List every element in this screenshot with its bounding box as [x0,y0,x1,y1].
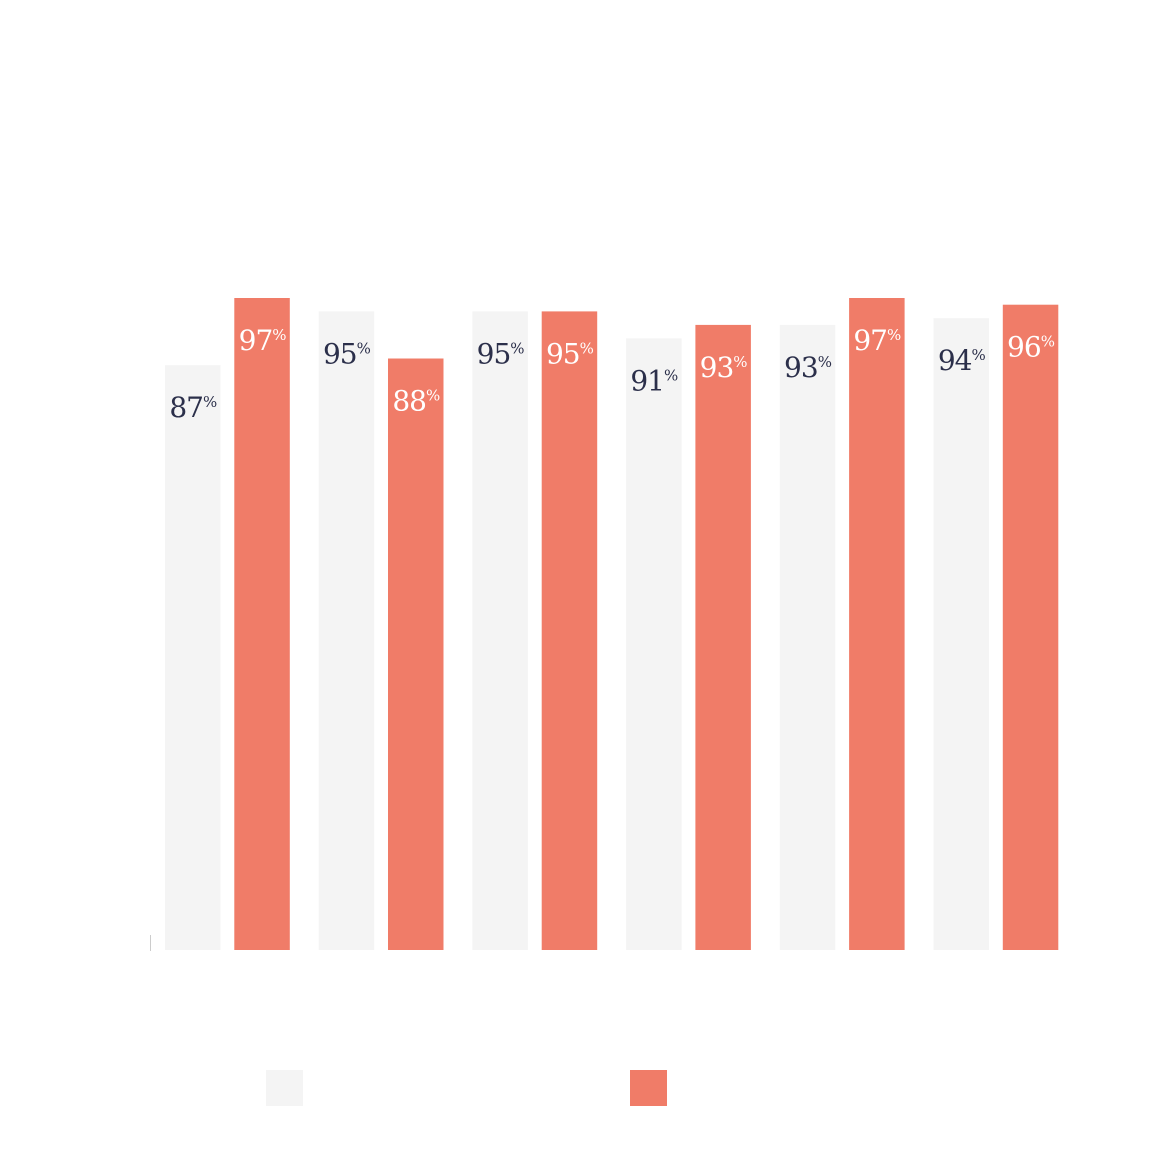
bar-series1-group3 [472,311,528,950]
value-label-series1-group4: 91% [630,364,678,397]
value-label-series2-group2: 88% [392,385,440,418]
bar-series2-group4 [695,324,751,950]
value-label-series1-group6: 94% [938,344,986,377]
legend-swatch-series1 [266,1070,303,1106]
bar-series2-group2 [388,358,444,950]
value-label-series2-group1: 97% [239,324,287,357]
bar-series2-group5 [849,298,905,950]
bar-series2-group6 [1002,304,1059,950]
bar-series1-group5 [779,324,836,950]
value-label-series1-group2: 95% [323,337,371,370]
bar-series1-group2 [318,311,375,950]
value-label-series1-group1: 87% [169,391,217,424]
legend [266,1070,667,1106]
bar-series1-group1 [165,365,221,950]
bar-series1-group6 [933,318,989,950]
value-label-series2-group6: 96% [1007,331,1055,364]
bars-group [165,298,1059,950]
bar-series1-group4 [626,338,682,950]
bar-series2-group3 [541,311,598,950]
value-label-series2-group3: 95% [546,337,594,370]
bar-series2-group1 [234,298,290,950]
value-label-series2-group4: 93% [700,351,748,384]
value-label-series1-group3: 95% [477,337,525,370]
value-label-series1-group5: 93% [784,351,832,384]
value-labels-group: 87% 97% 95% 88% 95% 95% 91% 93% 93% 97% 94% 96% [169,324,1055,424]
value-label-series2-group5: 97% [853,324,901,357]
legend-swatch-series2 [630,1070,667,1106]
